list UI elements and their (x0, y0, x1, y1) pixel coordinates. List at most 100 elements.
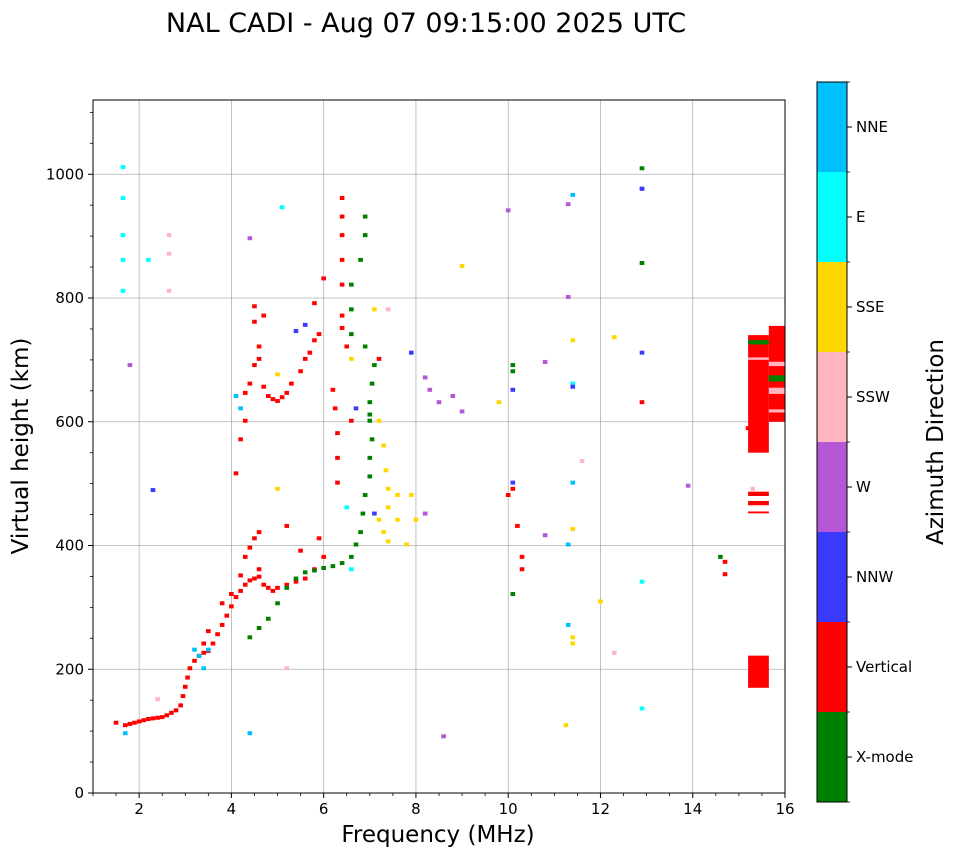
data-mark (256, 356, 262, 361)
data-mark (436, 400, 442, 405)
grid-lines (93, 100, 785, 793)
data-mark (279, 205, 285, 210)
data-mark (570, 192, 576, 197)
y-tick-label: 1000 (46, 165, 84, 183)
data-mark (270, 397, 276, 402)
data-mark (270, 588, 276, 593)
x-tick-label: 12 (591, 800, 610, 818)
data-mark (349, 282, 354, 287)
data-mark (349, 418, 354, 423)
data-mark (565, 622, 571, 627)
data-mark (565, 295, 571, 299)
data-mark (298, 369, 303, 374)
colorbar-label-nnw: NNW (856, 568, 893, 586)
data-mark (312, 301, 317, 306)
data-mark (339, 257, 345, 262)
data-mark (155, 715, 160, 720)
data-mark (275, 486, 280, 491)
data-mark (353, 406, 359, 411)
data-mark (639, 579, 645, 584)
data-mark (372, 511, 377, 516)
data-mark (120, 165, 126, 170)
data-mark (120, 196, 126, 200)
data-mark (381, 530, 386, 535)
data-mark (159, 715, 165, 720)
data-mark (372, 363, 377, 368)
data-mark (201, 650, 207, 655)
data-mark (233, 471, 239, 476)
data-mark (196, 653, 202, 658)
x-axis-label: Frequency (MHz) (341, 822, 534, 848)
data-mark (141, 718, 147, 723)
data-mark (639, 260, 645, 265)
data-mark (238, 573, 243, 578)
data-mark (192, 658, 197, 663)
data-mark (275, 372, 280, 377)
colorbar-segment-w (817, 442, 847, 532)
series-vertical (113, 196, 751, 728)
x-tick-label: 2 (134, 800, 144, 818)
y-tick-label: 800 (55, 289, 84, 307)
data-mark (238, 588, 243, 593)
plot-frame (92, 99, 786, 794)
data-mark (275, 585, 280, 590)
data-mark (229, 592, 234, 596)
x-tick-label: 16 (775, 800, 794, 818)
data-mark (252, 576, 257, 581)
data-mark (219, 601, 225, 606)
data-mark (385, 505, 391, 510)
data-mark (349, 332, 354, 337)
data-mark (321, 276, 326, 281)
colorbar-segment-nnw (817, 532, 847, 622)
data-mark (639, 706, 645, 711)
data-mark (146, 257, 151, 262)
data-mark (146, 716, 151, 721)
band-mark (748, 491, 769, 496)
data-mark (612, 650, 617, 655)
data-mark (422, 511, 428, 516)
data-mark (372, 307, 377, 312)
data-mark (565, 542, 571, 547)
data-mark (206, 629, 211, 634)
data-mark (201, 666, 207, 671)
data-mark (339, 214, 345, 219)
data-mark (256, 574, 262, 579)
data-mark (344, 344, 350, 349)
colorbar-label-vertical: Vertical (856, 658, 912, 676)
data-mark (383, 468, 389, 473)
chart-title: NAL CADI - Aug 07 09:15:00 2025 UTC (166, 8, 686, 39)
data-mark (120, 257, 126, 262)
data-mark (266, 394, 271, 398)
data-mark (206, 647, 211, 652)
band-mark (748, 340, 769, 345)
data-mark (510, 486, 516, 491)
data-mark (330, 564, 336, 569)
data-mark (201, 641, 207, 646)
colorbar-label-nne: NNE (856, 118, 888, 136)
series-sse (275, 264, 617, 728)
data-mark (335, 431, 340, 436)
data-mark (233, 394, 239, 398)
data-mark (182, 684, 188, 689)
data-mark (385, 486, 391, 491)
data-mark (367, 455, 373, 460)
data-mark (307, 350, 313, 355)
colorbar-segment-ssw (817, 352, 847, 442)
data-mark (542, 533, 548, 538)
data-mark (316, 332, 322, 337)
x-tick-label: 4 (227, 800, 237, 818)
data-mark (427, 387, 433, 392)
data-mark (150, 716, 156, 721)
data-mark (413, 517, 419, 522)
data-marks (113, 165, 785, 739)
data-mark (187, 666, 193, 671)
colorbar-label-sse: SSE (856, 298, 885, 316)
y-tick-label: 600 (55, 413, 84, 431)
data-mark (362, 214, 368, 219)
data-mark (369, 381, 375, 386)
data-mark (339, 233, 345, 238)
data-mark (242, 582, 248, 587)
data-mark (122, 731, 128, 736)
band-mark (768, 361, 785, 367)
